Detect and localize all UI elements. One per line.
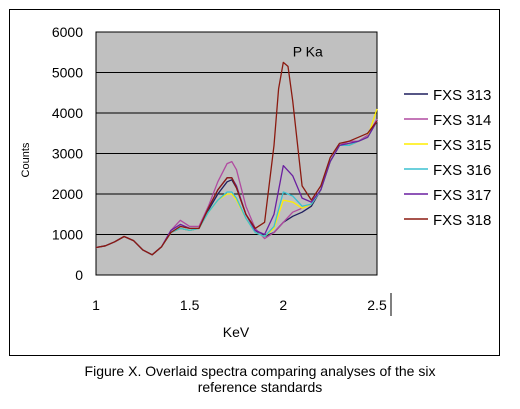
x-tick-label: 2.5: [367, 297, 387, 313]
legend-label-5: FXS 317: [433, 187, 491, 204]
y-tick-label: 0: [75, 267, 83, 283]
legend-label-4: FXS 316: [433, 162, 491, 179]
caption-line-2: reference standards: [197, 379, 323, 395]
y-tick-label: 5000: [52, 65, 83, 81]
x-tick-label: 1.5: [180, 297, 200, 313]
y-axis-label: Counts: [20, 142, 32, 177]
legend-label-1: FXS 313: [433, 87, 491, 104]
legend-label-3: FXS 315: [433, 137, 491, 154]
figure-caption: Figure X. Overlaid spectra comparing ana…: [0, 363, 520, 395]
y-tick-label: 4000: [52, 105, 83, 121]
caption-line-1: Figure X. Overlaid spectra comparing ana…: [84, 363, 436, 379]
y-tick-label: 2000: [52, 186, 83, 202]
x-tick-label: 2: [279, 297, 287, 313]
x-tick-label: 1: [92, 297, 100, 313]
legend-label-6: FXS 318: [433, 212, 491, 229]
y-tick-label: 3000: [52, 146, 83, 162]
series-line-6: [96, 61, 378, 256]
peak-annotation: P Ka: [293, 43, 323, 59]
y-tick-label: 1000: [52, 227, 83, 243]
legend-label-2: FXS 314: [433, 112, 491, 129]
y-tick-label: 6000: [52, 24, 83, 40]
x-axis-label: KeV: [223, 324, 250, 340]
